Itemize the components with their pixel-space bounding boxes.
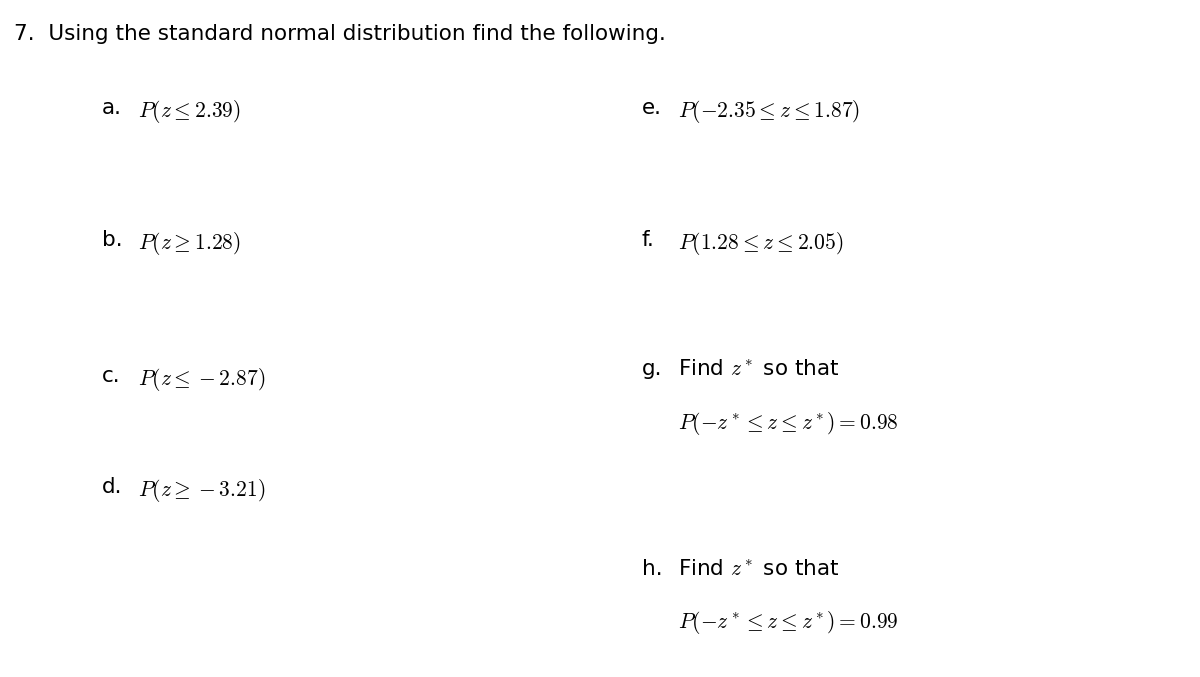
Text: $P(z \leq 2.39)$: $P(z \leq 2.39)$ — [138, 98, 241, 125]
Text: $P(z \geq -3.21)$: $P(z \geq -3.21)$ — [138, 477, 265, 504]
Text: $P(z \leq -2.87)$: $P(z \leq -2.87)$ — [138, 366, 265, 393]
Text: g.: g. — [642, 359, 662, 379]
Text: $P(-z^* \leq z \leq z^*) = 0.99$: $P(-z^* \leq z \leq z^*) = 0.99$ — [678, 609, 899, 636]
Text: c.: c. — [102, 366, 121, 386]
Text: a.: a. — [102, 98, 122, 118]
Text: Find $z^*$ so that: Find $z^*$ so that — [678, 359, 839, 379]
Text: 7.  Using the standard normal distribution find the following.: 7. Using the standard normal distributio… — [14, 24, 666, 44]
Text: $P(-2.35 \leq z \leq 1.87)$: $P(-2.35 \leq z \leq 1.87)$ — [678, 98, 860, 125]
Text: b.: b. — [102, 230, 122, 250]
Text: Find $z^*$ so that: Find $z^*$ so that — [678, 559, 839, 579]
Text: d.: d. — [102, 477, 122, 498]
Text: h.: h. — [642, 559, 662, 579]
Text: e.: e. — [642, 98, 662, 118]
Text: $P(1.28 \leq z \leq 2.05)$: $P(1.28 \leq z \leq 2.05)$ — [678, 230, 844, 257]
Text: $P(z \geq 1.28)$: $P(z \geq 1.28)$ — [138, 230, 241, 257]
Text: f.: f. — [642, 230, 655, 250]
Text: $P(-z^* \leq z \leq z^*) = 0.98$: $P(-z^* \leq z \leq z^*) = 0.98$ — [678, 410, 899, 437]
